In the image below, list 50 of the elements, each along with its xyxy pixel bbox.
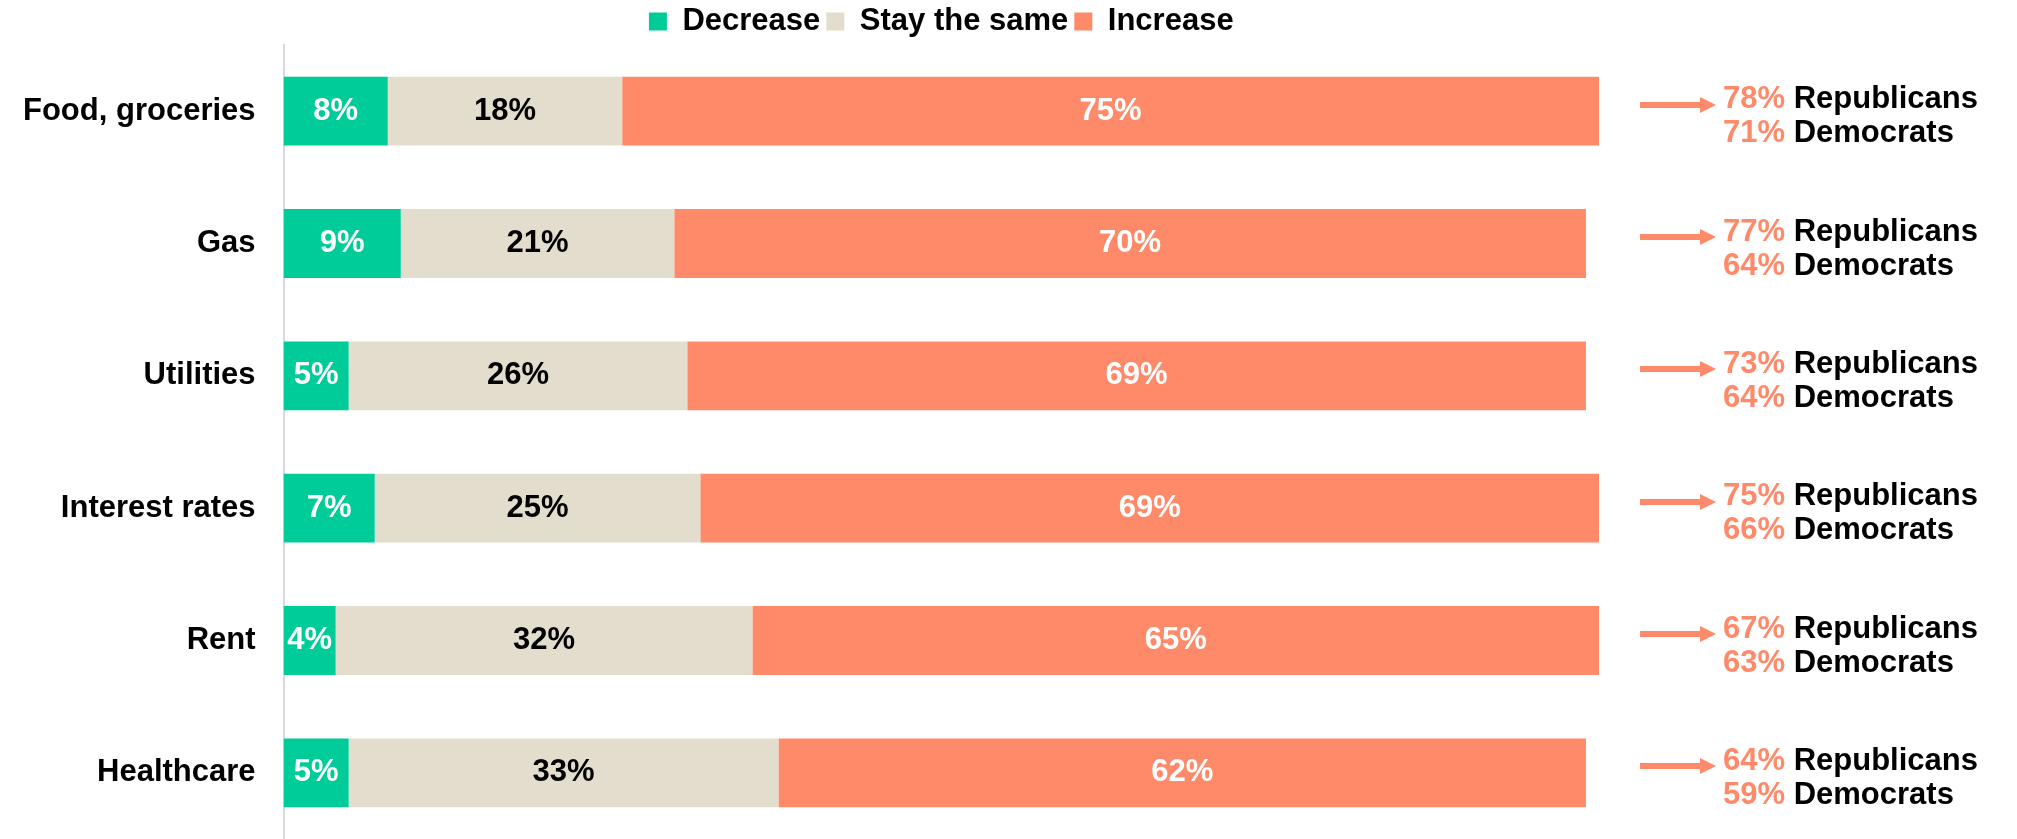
data-label: 7%	[306, 488, 352, 524]
data-label: 4%	[287, 621, 332, 657]
data-label: 18%	[473, 91, 536, 127]
legend-label: Increase	[1107, 2, 1234, 38]
bar	[387, 76, 623, 146]
data-label: 5%	[293, 356, 339, 392]
text: 66% Democrats	[1723, 511, 1954, 547]
bar	[283, 209, 401, 278]
data-label: 69%	[1118, 488, 1181, 524]
bar	[374, 473, 701, 543]
data-label: 70%	[1099, 224, 1162, 260]
data-label: 62%	[1151, 753, 1214, 789]
bar	[348, 341, 688, 411]
text: 77% Republicans	[1723, 212, 1978, 248]
bar	[674, 209, 1586, 278]
text: 71% Democrats	[1723, 114, 1954, 150]
legend-label: Stay the same	[859, 2, 1069, 38]
data-label: 65%	[1144, 621, 1207, 657]
data-label: 33%	[532, 753, 595, 789]
text: 78% Republicans	[1723, 80, 1978, 116]
bar	[752, 606, 1599, 675]
bar	[687, 341, 1586, 411]
bar	[700, 473, 1599, 543]
bar	[335, 606, 753, 675]
bar	[283, 473, 375, 543]
text: 73% Republicans	[1723, 344, 1978, 380]
data-label: 9%	[319, 224, 365, 260]
y-tick-label: Food, groceries	[23, 91, 256, 127]
data-label: 5%	[293, 753, 339, 789]
data-label: 21%	[506, 224, 569, 260]
data-label: 26%	[486, 356, 550, 392]
y-tick-label: Rent	[186, 621, 256, 657]
bar	[348, 738, 779, 808]
text: 67% Republicans	[1723, 609, 1978, 645]
y-tick-label: Gas	[196, 224, 256, 260]
text: 64% Republicans	[1723, 741, 1978, 777]
data-label: 75%	[1079, 91, 1142, 127]
y-tick-label: Interest rates	[60, 488, 256, 524]
text: 75% Republicans	[1723, 477, 1978, 513]
data-label: 25%	[506, 488, 569, 524]
data-label: 8%	[313, 91, 359, 127]
bar	[283, 76, 388, 146]
y-tick-label: Utilities	[143, 356, 256, 392]
data-label: 32%	[513, 621, 576, 657]
bar	[622, 76, 1599, 146]
y-tick-label: Healthcare	[97, 753, 256, 789]
data-label: 69%	[1105, 356, 1168, 392]
legend-label: Decrease	[682, 2, 821, 38]
bar	[778, 738, 1586, 808]
bar	[400, 209, 675, 278]
